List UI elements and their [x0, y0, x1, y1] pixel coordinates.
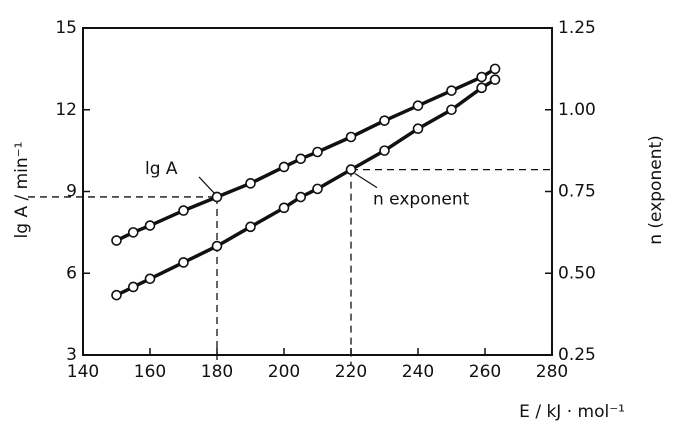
data-point — [144, 273, 156, 285]
data-point — [379, 115, 390, 126]
y2-tick-label: 0.50 — [558, 263, 596, 283]
data-point — [211, 191, 223, 203]
y2-tick-label: 0.25 — [558, 345, 596, 365]
y-axis-label: lg A / min⁻¹ — [12, 142, 32, 239]
data-point — [178, 257, 189, 268]
data-point — [476, 82, 487, 94]
data-point — [446, 85, 457, 96]
data-point — [127, 281, 139, 293]
data-point — [144, 220, 156, 231]
x-tick-label: 240 — [402, 362, 434, 382]
x-tick-label: 280 — [536, 362, 568, 382]
x-tick-label: 220 — [335, 362, 367, 382]
y-tick-label: 6 — [66, 263, 77, 283]
label-leader — [198, 176, 215, 194]
y-tick-label: 15 — [55, 18, 77, 38]
y2-axis-label: n (exponent) — [646, 135, 666, 245]
label-leader — [354, 173, 378, 189]
x-tick-label: 260 — [469, 362, 501, 382]
x-axis-label: E / kJ · mol⁻¹ — [519, 402, 625, 422]
data-point — [476, 71, 487, 83]
series-label: lg A — [145, 159, 178, 179]
series-label: n exponent — [373, 190, 470, 210]
data-point — [245, 178, 256, 189]
data-point — [489, 74, 501, 85]
data-point — [295, 153, 307, 165]
data-point — [412, 100, 424, 111]
data-point — [312, 146, 323, 158]
data-point — [446, 104, 457, 116]
x-tick-label: 200 — [268, 362, 300, 382]
data-point — [312, 183, 323, 195]
y2-tick-label: 1.00 — [558, 100, 596, 120]
y2-tick-label: 0.75 — [558, 182, 596, 202]
data-point — [127, 227, 139, 238]
series-line — [115, 67, 496, 243]
x-tick-label: 180 — [201, 362, 233, 382]
y2-tick-label: 1.25 — [558, 18, 596, 38]
data-point — [278, 161, 290, 173]
data-point — [379, 145, 390, 156]
y-tick-label: 12 — [55, 100, 77, 120]
data-point — [111, 289, 122, 301]
x-tick-label: 140 — [67, 362, 99, 382]
data-point — [111, 235, 122, 246]
data-point — [295, 191, 307, 203]
data-point — [278, 202, 290, 214]
data-point — [345, 131, 357, 143]
data-point — [489, 63, 501, 75]
data-point — [345, 164, 357, 175]
y-tick-label: 3 — [66, 345, 77, 365]
data-point — [211, 240, 223, 252]
data-point — [245, 221, 256, 233]
series-line — [115, 78, 496, 297]
y-tick-label: 9 — [66, 182, 77, 202]
data-point — [178, 205, 189, 216]
x-tick-label: 160 — [134, 362, 166, 382]
data-point — [412, 123, 424, 135]
